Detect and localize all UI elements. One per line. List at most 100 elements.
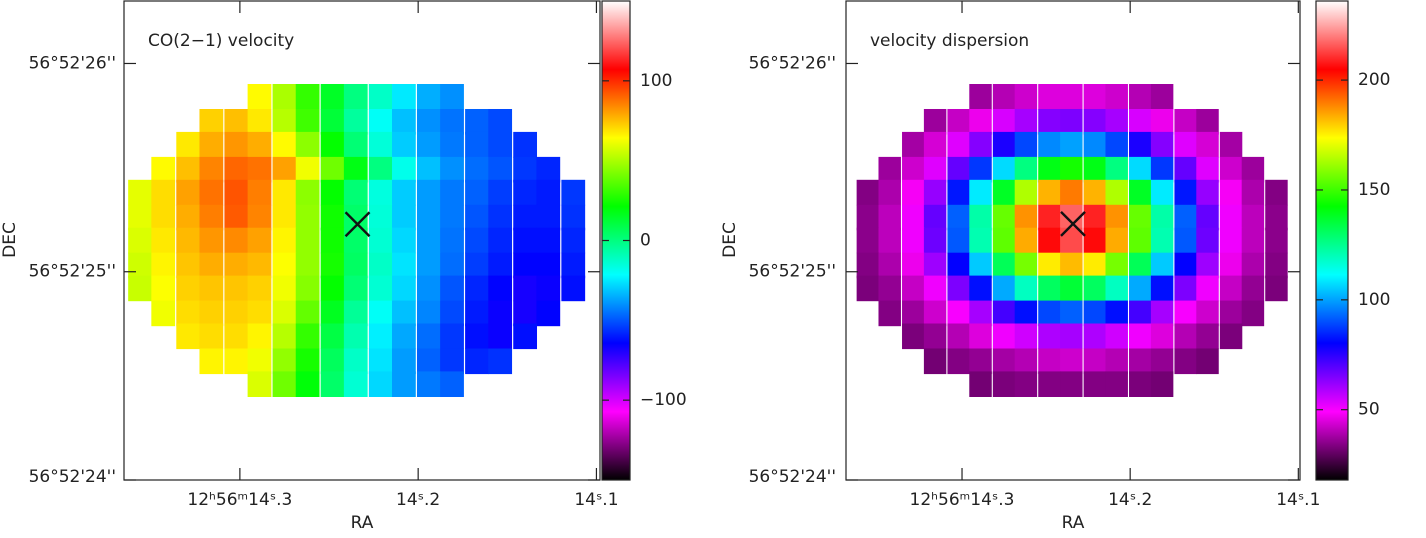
map-cell — [1060, 227, 1083, 254]
map-cell — [1083, 227, 1107, 254]
map-cell — [1014, 204, 1038, 231]
map-cell — [902, 204, 925, 231]
map-cell — [1241, 179, 1265, 206]
map-cell — [128, 204, 152, 231]
map-cell — [295, 348, 320, 375]
map-cell — [368, 252, 393, 279]
map-cell — [1150, 156, 1174, 183]
map-cell — [1129, 84, 1152, 110]
map-cell — [1174, 131, 1197, 158]
map-cell — [969, 156, 992, 183]
map-cell — [923, 252, 947, 279]
map-cell — [1083, 323, 1107, 350]
map-cell — [1038, 227, 1061, 254]
map-cell — [247, 348, 272, 375]
map-cell — [416, 108, 441, 135]
map-cell — [992, 108, 1016, 135]
map-cell — [272, 227, 297, 254]
map-cell — [1105, 227, 1128, 254]
map-cell — [947, 323, 970, 350]
map-cell — [247, 371, 272, 397]
map-cell — [1014, 371, 1038, 397]
map-cell — [561, 275, 586, 302]
map-cell — [1060, 323, 1083, 350]
map-cell — [1196, 275, 1219, 302]
map-cell — [368, 227, 393, 254]
map-cell — [878, 156, 901, 183]
map-cell — [856, 204, 880, 231]
map-cell — [440, 252, 464, 279]
map-cell — [902, 323, 925, 350]
map-cell — [320, 275, 345, 302]
map-cell — [1038, 156, 1061, 183]
map-cell — [199, 348, 224, 375]
colorbar-tick-label: 100 — [640, 71, 672, 91]
map-cell — [1105, 275, 1128, 302]
map-cell — [1265, 227, 1288, 254]
map-cell — [992, 323, 1016, 350]
map-cell — [1083, 348, 1107, 375]
map-cell — [947, 275, 970, 302]
map-cell — [416, 252, 441, 279]
map-cell — [1060, 252, 1083, 279]
map-cell — [295, 131, 320, 158]
map-cell — [247, 323, 272, 350]
map-cell — [536, 300, 561, 327]
map-cell — [247, 300, 272, 327]
map-cell — [536, 275, 561, 302]
map-cell — [969, 348, 992, 375]
map-cell — [176, 275, 201, 302]
map-cell — [224, 108, 249, 135]
map-cell — [1083, 108, 1107, 135]
map-cell — [199, 227, 224, 254]
map-cell — [561, 252, 586, 279]
map-cell — [992, 275, 1016, 302]
map-cell — [343, 300, 368, 327]
map-cell — [923, 204, 947, 231]
map-cell — [488, 252, 513, 279]
map-cell — [856, 275, 880, 302]
colorbar-tick-label: 50 — [1358, 400, 1380, 420]
map-cell — [368, 131, 393, 158]
y-tick-label: 56°52'26'' — [749, 53, 836, 73]
map-cell — [440, 131, 464, 158]
map-cell — [320, 371, 345, 397]
map-cell — [1014, 348, 1038, 375]
map-cell — [513, 252, 538, 279]
y-tick-label: 56°52'25'' — [749, 262, 836, 282]
map-cell — [320, 84, 345, 110]
map-cell — [368, 348, 393, 375]
x-tick-label: 14ˢ.1 — [1276, 490, 1320, 510]
map-cell — [1083, 84, 1107, 110]
map-cell — [488, 348, 513, 375]
map-cell — [969, 300, 992, 327]
map-cell — [992, 227, 1016, 254]
map-cell — [1083, 300, 1107, 327]
map — [128, 84, 586, 397]
map-cell — [1060, 204, 1083, 231]
map-cell — [1129, 108, 1152, 135]
map-cell — [465, 300, 489, 327]
map-cell — [1129, 275, 1152, 302]
map-cell — [1060, 371, 1083, 397]
map-cell — [488, 323, 513, 350]
map-cell — [536, 156, 561, 183]
map-cell — [128, 227, 152, 254]
map-cell — [1105, 348, 1128, 375]
map-cell — [1150, 131, 1174, 158]
colorbar-tick-label: −100 — [640, 390, 687, 410]
map-cell — [1038, 204, 1061, 231]
map-cell — [1129, 204, 1152, 231]
map-cell — [176, 300, 201, 327]
map-cell — [1083, 275, 1107, 302]
map-cell — [1014, 227, 1038, 254]
map-cell — [272, 204, 297, 231]
map-cell — [902, 131, 925, 158]
map-cell — [224, 275, 249, 302]
map-cell — [947, 179, 970, 206]
map-cell — [902, 252, 925, 279]
map-cell — [878, 179, 901, 206]
map-cell — [1129, 348, 1152, 375]
map-cell — [295, 371, 320, 397]
